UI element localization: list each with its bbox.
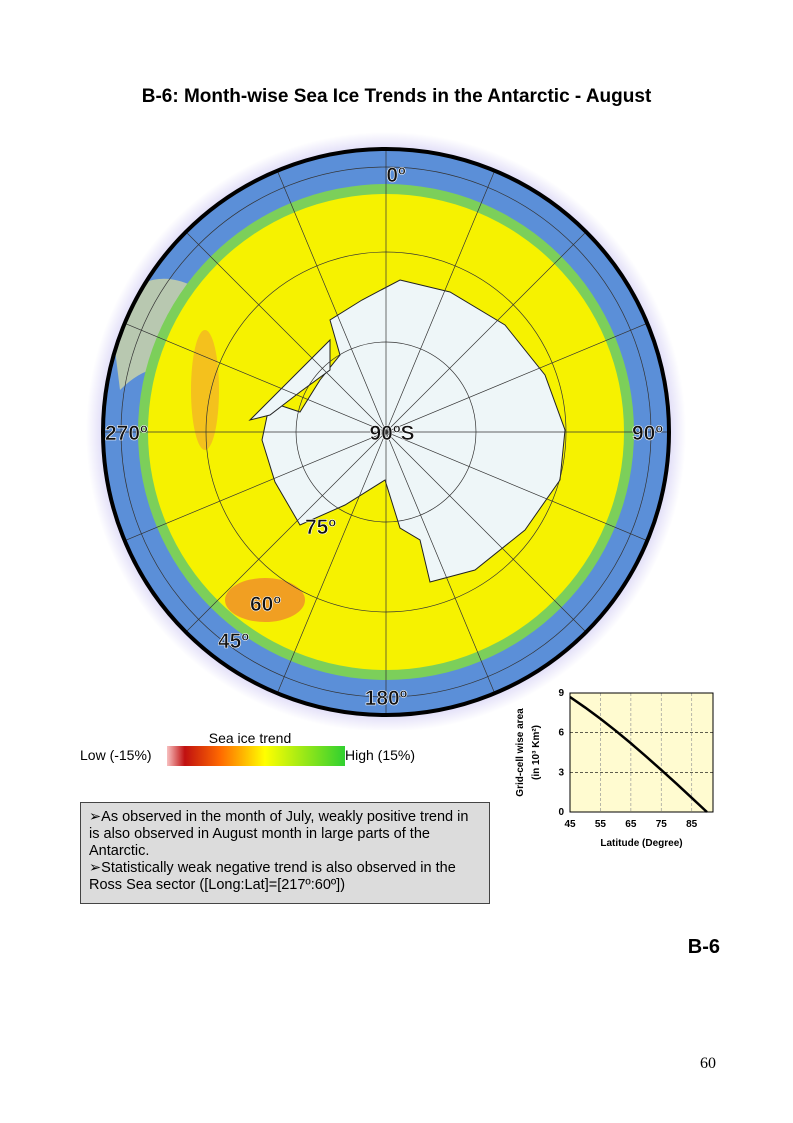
notes-box: ➢As observed in the month of July, weakl… [80,802,490,904]
map-label: 90º [632,422,663,445]
note: ➢Statistically weak negative trend is al… [89,860,456,893]
map-border [101,147,671,717]
y-tick-label: 0 [558,807,564,818]
x-tick-label: 65 [625,819,637,830]
legend-low: Low (-15%) [80,747,152,763]
data-line [569,695,708,813]
map-label: 60º [250,593,281,616]
map-label: 270º [105,422,148,445]
negative-trend [225,578,305,622]
legend-title: Sea ice trend [209,730,292,746]
y-tick-label: 6 [558,728,564,739]
map-label: 90ºS [369,422,414,445]
plot-frame [569,692,714,813]
page-number: 60 [700,1055,716,1072]
y-axis-label: Grid-cell wise area [515,708,526,797]
map-label: 45º [218,630,249,653]
page-title: B-6: Month-wise Sea Ice Trends in the An… [141,86,652,107]
x-axis-label: Latitude (Degree) [600,838,682,849]
legend: Sea ice trend Low (-15%) High (15%) [80,730,415,766]
map-label: 180º [365,687,408,710]
map-label: 75º [305,516,336,539]
y-axis-units: (in 10³ Km²) [531,725,542,780]
x-tick-label: 85 [686,819,698,830]
negative-trend [191,330,219,450]
y-tick-label: 9 [558,688,564,699]
section-label: B-6 [687,936,720,958]
meridians [103,149,669,715]
legend-bar [167,746,345,766]
x-tick-label: 55 [595,819,607,830]
x-tick-label: 75 [656,819,668,830]
peninsula [248,338,331,421]
line-chart: 0 3 6 9 45 55 65 75 85 Latitude (Degree) Grid-cell… [515,688,714,849]
legend-high: High (15%) [345,747,415,763]
map-label: 0º [386,164,406,187]
map: 0º 90ºS 270º 90º 180º 75º 60º 45º [86,132,686,730]
note: ➢As observed in the month of July, weakl… [89,809,469,859]
y-tick-label: 3 [558,767,564,778]
x-tick-label: 45 [564,819,576,830]
